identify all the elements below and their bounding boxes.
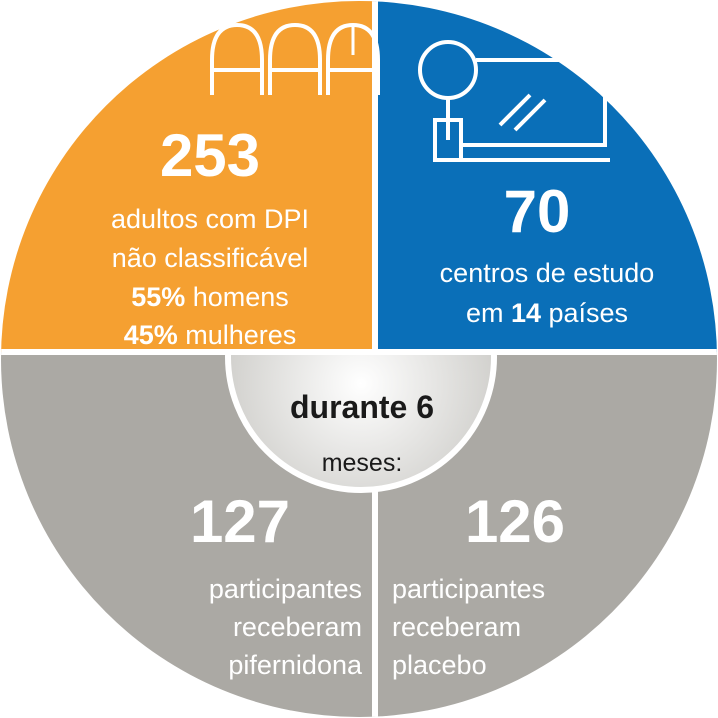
line: receberam	[392, 612, 521, 642]
text: participantes	[392, 574, 545, 604]
text: 45%	[124, 320, 178, 350]
line: 55% homens	[131, 282, 289, 312]
quadrant-3: 127 participantes receberam pifernidona	[190, 488, 363, 680]
text: adultos com DPI	[111, 204, 309, 234]
line: pifernidona	[228, 650, 363, 680]
text: em	[466, 298, 511, 328]
text: 14	[511, 298, 541, 328]
quadrant-4: 126 participantes receberam placebo	[392, 488, 565, 680]
line: participantes	[209, 574, 362, 604]
line: 45% mulheres	[124, 320, 297, 350]
text: mulheres	[178, 320, 297, 350]
center-title: durante 6	[290, 389, 434, 425]
text: receberam	[233, 612, 362, 642]
line: centros de estudo	[440, 258, 655, 288]
line: não classificável	[112, 243, 309, 273]
line: receberam	[233, 612, 362, 642]
text: centros de estudo	[440, 258, 655, 288]
line: em 14 países	[466, 298, 628, 328]
text: não classificável	[112, 243, 309, 273]
number: 126	[465, 488, 565, 555]
text: receberam	[392, 612, 521, 642]
people-icon	[210, 22, 380, 95]
text: placebo	[392, 650, 487, 680]
quadrant-2: 70 centros de estudo em 14 países	[440, 178, 655, 328]
text: homens	[185, 282, 289, 312]
number: 127	[190, 488, 290, 555]
text: 55%	[131, 282, 185, 312]
line: adultos com DPI	[111, 204, 309, 234]
number: 253	[160, 122, 260, 189]
text: pifernidona	[228, 650, 363, 680]
text: países	[541, 298, 628, 328]
line: placebo	[392, 650, 487, 680]
magnifier-icon	[418, 40, 610, 162]
line: participantes	[392, 574, 545, 604]
center: durante 6 meses:	[290, 389, 434, 477]
center-subtitle: meses:	[322, 449, 403, 477]
quadrant-1: 253 adultos com DPI não classificável 55…	[111, 122, 309, 350]
text: participantes	[209, 574, 362, 604]
number: 70	[504, 178, 571, 245]
